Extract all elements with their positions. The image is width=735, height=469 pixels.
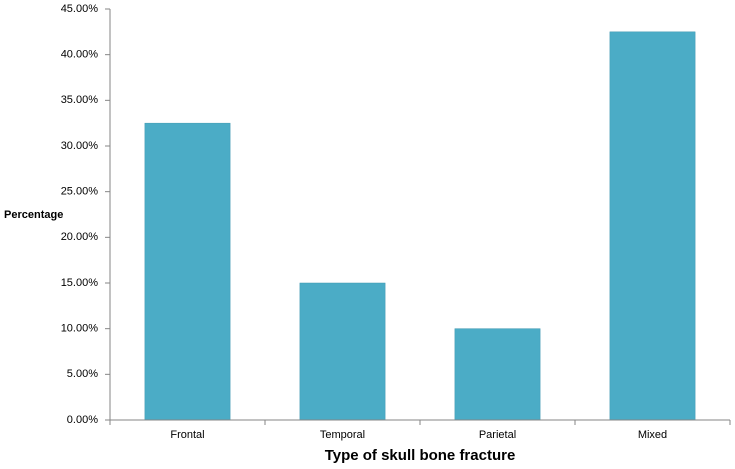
bar (609, 31, 696, 421)
y-tick-label: 45.00% (61, 3, 99, 15)
y-tick-label: 0.00% (67, 414, 98, 426)
y-tick-label: 35.00% (61, 94, 99, 106)
x-axis-title: Type of skull bone fracture (325, 447, 516, 464)
y-tick-label: 40.00% (61, 49, 99, 61)
y-tick-label: 30.00% (61, 140, 99, 152)
bar (454, 328, 541, 421)
y-axis-title: Percentage (4, 209, 63, 221)
x-tick-label: Mixed (638, 429, 667, 441)
y-tick-label: 10.00% (61, 323, 99, 335)
x-tick-label: Temporal (320, 429, 365, 441)
bar (144, 122, 231, 421)
x-tick-label: Frontal (170, 429, 204, 441)
y-tick-label: 5.00% (67, 368, 98, 380)
bar (299, 282, 386, 421)
y-tick-label: 20.00% (61, 231, 99, 243)
x-tick-label: Parietal (479, 429, 516, 441)
y-tick-label: 25.00% (61, 186, 99, 198)
y-tick-label: 15.00% (61, 277, 99, 289)
